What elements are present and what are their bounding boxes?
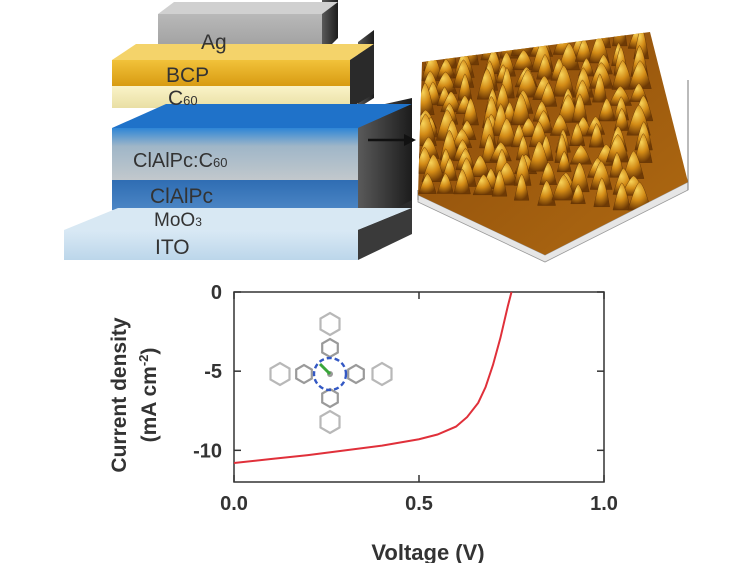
- afm-peak: [452, 59, 475, 88]
- label-ag: Ag: [201, 31, 227, 54]
- molecule-inset: [269, 311, 393, 435]
- x-tick-label: 0.0: [220, 493, 248, 515]
- layer-c60: [112, 86, 350, 108]
- label-clalpc: ClAlPc: [150, 185, 213, 208]
- molecule-ring: [321, 337, 339, 359]
- x-tick-label: 1.0: [590, 493, 618, 515]
- molecule-core: [312, 356, 348, 392]
- afm-peak: [556, 151, 572, 173]
- y-tick-label: -5: [204, 361, 222, 383]
- afm-peak: [552, 65, 575, 97]
- jv-chart: 0.0 0.5 1.0 0 -5 -10 Voltage (V) Current dens…: [108, 282, 618, 563]
- afm-peak: [491, 169, 508, 197]
- afm-peak: [589, 160, 613, 190]
- afm-peak: [472, 174, 495, 196]
- afm-peak: [549, 114, 571, 136]
- afm-peak: [539, 82, 558, 107]
- layer-bcp-top: [112, 44, 374, 60]
- device-stack: Ag BCP C60 ClAlPc:C60 ClAlPc MoO3 ITO: [64, 0, 412, 260]
- label-moo3: MoO3: [154, 210, 202, 231]
- jv-curve: [233, 291, 513, 464]
- label-blend: ClAlPc:C60: [133, 150, 227, 172]
- afm-peak: [536, 54, 554, 80]
- molecule-ring: [319, 409, 341, 435]
- afm-peak: [515, 135, 531, 161]
- afm-surface: [417, 32, 689, 263]
- afm-peak: [457, 73, 473, 101]
- layer-blend-top: [112, 104, 412, 128]
- chart-marks: 0.0 0.5 1.0 0 -5 -10: [193, 282, 618, 515]
- layer-ito: [64, 230, 358, 260]
- afm-peak: [436, 172, 454, 194]
- arrow-to-surface: [368, 134, 416, 146]
- afm-peak: [612, 32, 628, 47]
- afm-peak: [634, 133, 653, 163]
- x-tick-label: 0.5: [405, 493, 433, 515]
- label-bcp: BCP: [166, 64, 209, 87]
- afm-peak: [510, 93, 532, 126]
- label-ito: ITO: [155, 236, 190, 259]
- afm-peak: [608, 85, 632, 106]
- y-tick-label: -10: [193, 440, 222, 462]
- afm-peak: [597, 98, 616, 122]
- molecule-ring: [269, 361, 291, 387]
- layer-lower-side: [358, 104, 412, 228]
- layer-clalpc: [112, 180, 358, 210]
- y-tick-label: 0: [211, 282, 222, 304]
- molecule-ring: [347, 363, 365, 385]
- stack-side-top: [322, 0, 338, 54]
- layer-ito-side: [358, 208, 412, 260]
- afm-peak: [627, 181, 652, 211]
- afm-peak: [628, 60, 652, 89]
- layer-blend: [112, 128, 358, 180]
- x-axis-label: Voltage (V): [371, 540, 484, 563]
- afm-peak: [551, 174, 576, 201]
- afm-peaks: [418, 32, 654, 211]
- afm-peak: [589, 62, 614, 89]
- molecule-ring: [295, 363, 313, 385]
- afm-peak: [613, 108, 630, 131]
- label-c60: C60: [168, 87, 198, 110]
- afm-peak: [462, 98, 479, 126]
- molecule-ring: [371, 361, 393, 387]
- afm-peak: [569, 122, 586, 146]
- afm-peak: [513, 173, 530, 201]
- afm-peak: [436, 58, 456, 79]
- molecule-ring: [321, 387, 339, 409]
- layer-ag-top: [158, 2, 338, 14]
- afm-peak: [569, 144, 592, 165]
- afm-peak: [469, 154, 491, 177]
- y-axis-unit: (mA cm-2): [136, 348, 161, 443]
- molecule-chlorine: [318, 362, 332, 376]
- afm-peak: [593, 177, 610, 207]
- layer-bcp: [112, 60, 350, 86]
- afm-peak: [515, 69, 540, 98]
- afm-peak: [512, 49, 535, 71]
- afm-peak: [453, 168, 471, 195]
- layer-ito-top: [64, 208, 412, 230]
- molecule-ring: [319, 311, 341, 337]
- afm-peak: [622, 150, 645, 179]
- afm-peak: [569, 162, 590, 193]
- afm-peak: [570, 183, 586, 204]
- afm-peak: [451, 128, 473, 148]
- afm-peak: [539, 162, 558, 185]
- plot-frame: [233, 291, 605, 483]
- layer-bcp-side: [350, 44, 374, 108]
- afm-peak: [592, 73, 608, 103]
- afm-peak: [612, 182, 631, 211]
- afm-peak: [605, 134, 630, 163]
- afm-peak: [513, 154, 532, 186]
- y-axis-label: Current density: [108, 317, 131, 473]
- afm-peak: [571, 93, 588, 122]
- afm-peak: [528, 140, 551, 172]
- afm-peak: [418, 173, 437, 194]
- afm-peak: [588, 123, 605, 148]
